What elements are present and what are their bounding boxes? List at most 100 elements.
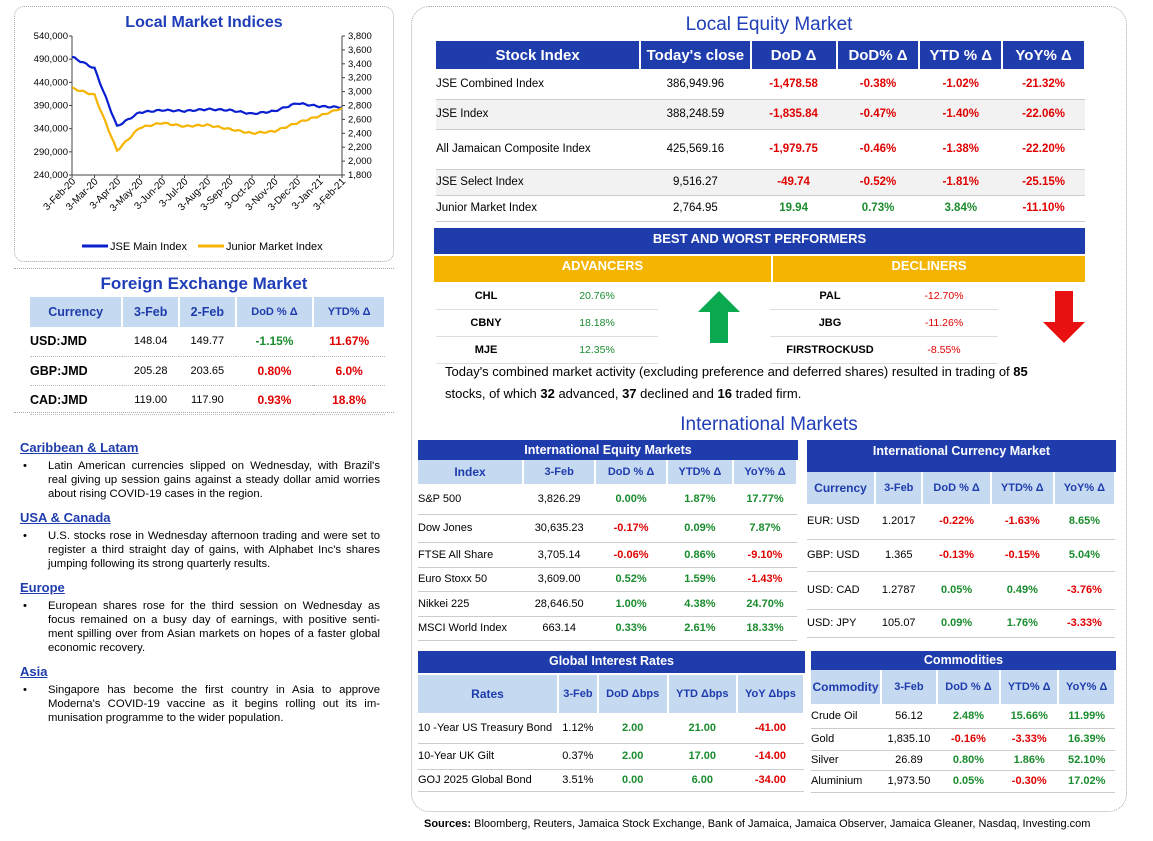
equity-index-name: JSE Combined Index [436,69,641,100]
sources-label: Sources: [424,818,472,830]
rates-dod: 2.00 [597,743,668,770]
intl-equity-yoy: -1.43% [732,567,797,592]
rates-row: 10-Year UK Gilt 0.37% 2.00 17.00 -14.00 [418,743,804,770]
equity-close: 425,569.16 [640,129,751,170]
y-right-tick-label: 3,200 [348,73,372,84]
fx-currency: CAD:JMD [30,385,123,415]
intl-equity-row: Euro Stoxx 50 3,609.00 0.52% 1.59% -1.43% [418,567,797,592]
equity-change: -1.38% [919,129,1003,170]
legend-label: JSE Main Index [110,241,188,253]
advancers-label: ADVANCERS [561,258,644,273]
y-right-tick-label: 2,200 [348,142,372,153]
performer-row: JBG -11.26% [770,310,998,337]
commodities-header-row: Commodity 3-Feb DoD % Δ YTD% Δ YoY% Δ [811,670,1116,704]
equity-index-name: JSE Select Index [436,169,641,196]
rates-header-row: Rates 3-Feb DoD Δbps YTD Δbps YoY Δbps [418,675,806,713]
equity-header-cell: DoD% Δ [836,41,921,69]
y-right-tick-label: 3,800 [348,31,372,42]
intl-currency-value: 1.2017 [875,504,923,540]
intl-currency-header-cell: YTD% Δ [990,472,1055,504]
equity-change: -0.47% [836,99,920,130]
rates-header-cell: 3-Feb [558,675,599,713]
performer-change: -11.26% [924,317,964,329]
equity-change: 0.73% [836,195,920,222]
intl-currency-name: USD: CAD [807,571,875,610]
intl-equity-yoy: 17.77% [732,484,797,515]
intl-currency-ytd: 1.76% [990,609,1054,638]
local-indices-panel [14,6,394,262]
equity-change: -0.52% [836,169,920,196]
equity-header-row: Stock Index Today's close DoD Δ DoD% Δ YTD %… [436,41,1086,69]
intl-currency-name: GBP: USD [807,539,875,572]
rates-name: 10 -Year US Treasury Bond [418,713,558,744]
equity-change: -1.40% [919,99,1003,130]
performer-ticker: JBG [818,317,842,329]
y-left-tick-label: 390,000 [34,101,68,112]
equity-title: Local Equity Market [685,14,853,35]
intl-equity-row: S&P 500 3,826.29 0.00% 1.87% 17.77% [418,484,797,515]
equity-header-cell: Today's close [640,41,752,69]
intl-currency-ytd: -0.15% [990,539,1054,572]
intl-equity-dod: 0.33% [595,616,667,641]
intl-currency-dod: 0.05% [922,571,991,610]
decliners-list: PAL -12.70% JBG -11.26% FIRSTROCKUSD -8.55% [770,283,998,364]
series-line-2 [71,86,343,153]
rates-name: 10-Year UK Gilt [418,743,558,770]
decliners-label: DECLINERS [891,258,967,273]
equity-change: -1,979.75 [750,129,837,170]
intl-equity-yoy: 7.87% [732,514,797,543]
intl-equity-ytd: 0.09% [666,514,733,543]
performer-change: 18.18% [579,317,615,329]
intl-equity-row: Nikkei 225 28,646.50 1.00% 4.38% 24.70% [418,591,797,617]
intl-currency-dod: -0.22% [922,504,991,540]
equity-change: -49.74 [750,169,837,196]
equity-header-cell: DoD Δ [750,41,838,69]
intl-equity-name: Dow Jones [418,514,523,543]
intl-equity-title: International Equity Markets [418,440,798,460]
intl-equity-name: S&P 500 [418,484,523,515]
rates-header-cell: YTD Δbps [667,675,738,713]
performer-row: MJE 12.35% [436,337,658,364]
y-right-tick-label: 2,000 [348,156,372,167]
y-right-tick-label: 3,400 [348,59,372,70]
news-item: European shares rose for the third sessi… [20,599,380,655]
fx-row: CAD:JMD 119.00 117.90 0.93% 18.8% [30,385,385,415]
equity-change: -11.10% [1002,195,1085,222]
commodities-dod: 2.48% [936,704,1001,729]
local-indices-chart: 540,000 490,000 440,000 390,000 340,000 290,0… [34,31,372,253]
intl-equity-name: Euro Stoxx 50 [418,567,523,592]
intl-equity-value: 3,705.14 [523,542,596,568]
rates-dod: 0.00 [597,769,668,792]
equity-index-name: Junior Market Index [436,195,641,222]
fx-ytd: 11.67% [313,327,385,357]
intl-currency-ytd: 0.49% [990,571,1054,610]
commodities-ytd: -0.30% [1000,770,1059,793]
intl-equity-table: Index 3-Feb DoD % Δ YTD% Δ YoY% Δ S&P 500 3,82… [418,460,799,641]
equity-header-cell: Stock Index [436,41,642,69]
fx-row: GBP:JMD 205.28 203.65 0.80% 6.0% [30,356,385,386]
summary-text: Today's combined market activity (exclud… [445,364,1014,379]
commodities-name: Crude Oil [811,704,881,729]
intl-currency-yoy: 8.65% [1053,504,1115,540]
summary-number: 16 [717,386,732,401]
rates-name: GOJ 2025 Global Bond [418,769,558,792]
fx-value: 119.00 [122,385,180,415]
series-line-1 [71,55,343,127]
fx-value: 149.77 [179,327,236,357]
rates-dod: 2.00 [597,713,668,744]
performer-row: CBNY 18.18% [436,310,658,337]
fx-value: 148.04 [122,327,180,357]
commodities-name: Silver [811,750,881,771]
commodities-header-cell: YoY% Δ [1058,670,1116,704]
summary-text: traded firm. [731,386,802,401]
news-item: U.S. stocks rose in Wednesday afternoon … [20,529,380,571]
commodities-row: Silver 26.89 0.80% 1.86% 52.10% [811,750,1115,771]
fx-header-cell: 2-Feb [179,297,237,327]
news-item: Singapore has become the first country i… [20,683,380,725]
performer-change: 20.76% [579,290,615,302]
intl-currency-row: EUR: USD 1.2017 -0.22% -1.63% 8.65% [807,504,1115,540]
commodities-dod: -0.16% [936,728,1001,751]
equity-index-name: All Jamaican Composite Index [436,129,641,170]
performer-row: CHL 20.76% [436,283,658,310]
commodities-name: Gold [811,728,881,751]
